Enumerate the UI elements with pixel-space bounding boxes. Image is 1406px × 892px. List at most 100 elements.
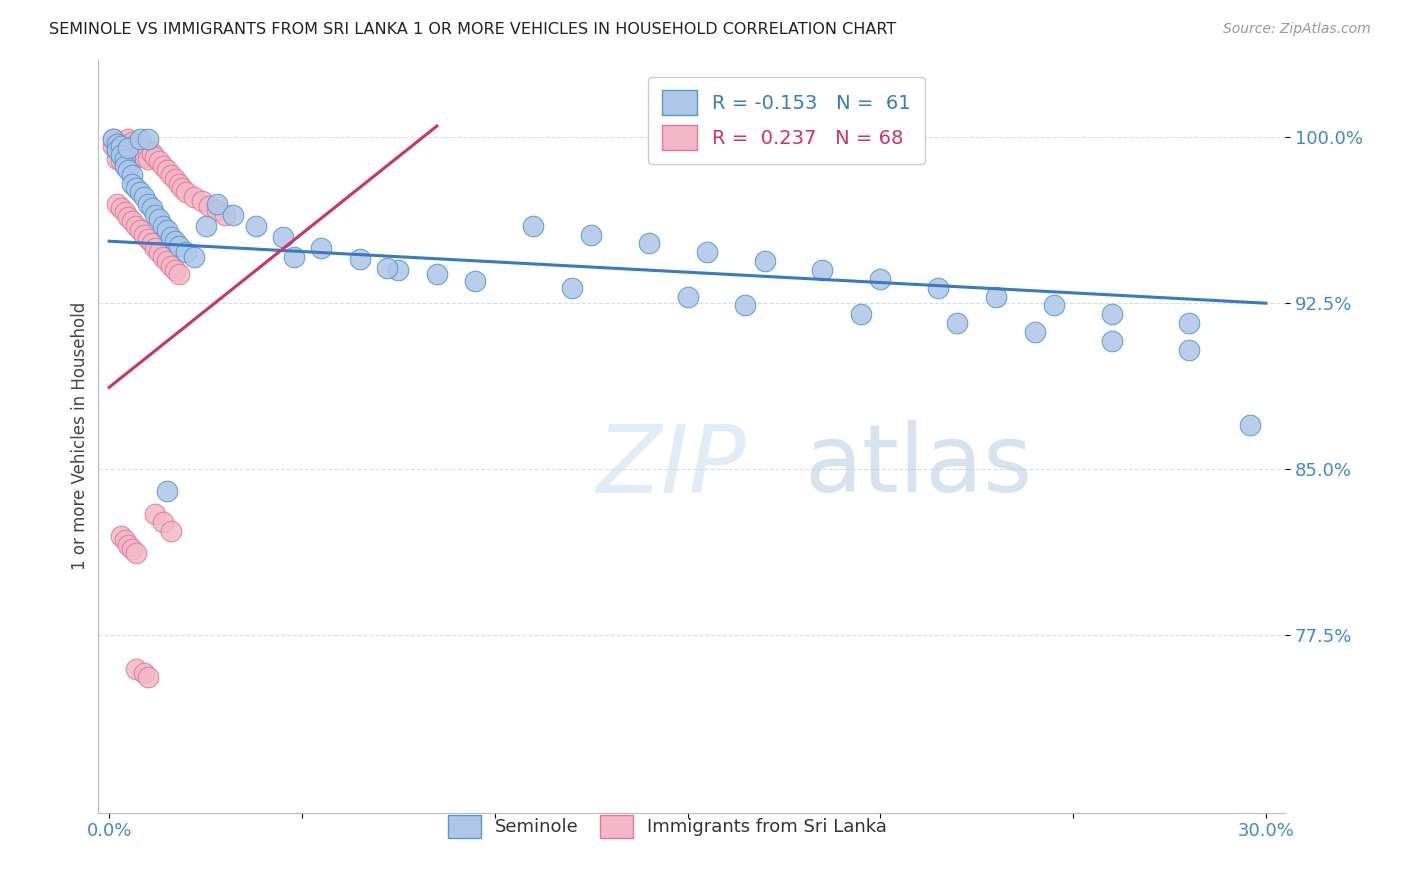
Point — [946, 316, 969, 330]
Text: ZIP: ZIP — [596, 421, 747, 512]
Point — [214, 208, 236, 222]
Point — [1024, 325, 1046, 339]
Point — [638, 236, 661, 251]
Point — [183, 250, 205, 264]
Point — [148, 212, 170, 227]
Point — [105, 144, 128, 158]
Point — [121, 135, 143, 149]
Point — [156, 223, 179, 237]
Point — [121, 214, 143, 228]
Point — [1177, 316, 1199, 330]
Point — [125, 662, 148, 676]
Point — [163, 172, 186, 186]
Point — [136, 671, 159, 685]
Point — [114, 205, 136, 219]
Point — [152, 516, 174, 530]
Point — [136, 132, 159, 146]
Point — [110, 154, 132, 169]
Point — [160, 524, 183, 539]
Point — [1177, 343, 1199, 357]
Point — [101, 132, 124, 146]
Point — [194, 219, 217, 233]
Point — [156, 163, 179, 178]
Point — [101, 132, 124, 146]
Point — [561, 281, 583, 295]
Point — [121, 153, 143, 167]
Point — [163, 263, 186, 277]
Point — [163, 234, 186, 248]
Point — [117, 141, 139, 155]
Point — [309, 241, 332, 255]
Point — [136, 144, 159, 158]
Point — [117, 538, 139, 552]
Point — [1101, 307, 1123, 321]
Point — [132, 150, 155, 164]
Point — [110, 529, 132, 543]
Point — [117, 132, 139, 146]
Point — [349, 252, 371, 266]
Point — [167, 268, 190, 282]
Point — [132, 227, 155, 242]
Point — [114, 148, 136, 162]
Point — [132, 141, 155, 155]
Point — [160, 168, 183, 182]
Point — [105, 136, 128, 151]
Point — [110, 201, 132, 215]
Point — [167, 238, 190, 252]
Point — [117, 163, 139, 178]
Point — [148, 154, 170, 169]
Point — [125, 145, 148, 160]
Point — [121, 542, 143, 557]
Point — [387, 263, 409, 277]
Text: Source: ZipAtlas.com: Source: ZipAtlas.com — [1223, 22, 1371, 37]
Point — [145, 208, 167, 222]
Point — [114, 157, 136, 171]
Point — [110, 145, 132, 160]
Point — [141, 145, 163, 160]
Point — [1101, 334, 1123, 348]
Point — [426, 268, 449, 282]
Point — [132, 190, 155, 204]
Point — [676, 289, 699, 303]
Point — [136, 196, 159, 211]
Point — [121, 168, 143, 182]
Point — [129, 148, 152, 162]
Point — [101, 139, 124, 153]
Point — [114, 159, 136, 173]
Point — [145, 507, 167, 521]
Point — [129, 186, 152, 200]
Point — [148, 245, 170, 260]
Point — [136, 232, 159, 246]
Point — [464, 274, 486, 288]
Point — [105, 153, 128, 167]
Point — [105, 135, 128, 149]
Point — [754, 254, 776, 268]
Point — [522, 219, 544, 233]
Point — [105, 144, 128, 158]
Point — [114, 139, 136, 153]
Point — [110, 139, 132, 153]
Point — [129, 139, 152, 153]
Point — [811, 263, 834, 277]
Point — [110, 136, 132, 151]
Point — [375, 260, 398, 275]
Point — [152, 250, 174, 264]
Point — [245, 219, 267, 233]
Point — [283, 250, 305, 264]
Point — [156, 254, 179, 268]
Legend: Seminole, Immigrants from Sri Lanka: Seminole, Immigrants from Sri Lanka — [441, 807, 894, 845]
Point — [145, 150, 167, 164]
Point — [110, 148, 132, 162]
Point — [105, 196, 128, 211]
Point — [271, 229, 294, 244]
Point — [205, 196, 228, 211]
Point — [205, 203, 228, 218]
Point — [190, 194, 212, 209]
Point — [927, 281, 949, 295]
Point — [1239, 417, 1261, 432]
Point — [125, 136, 148, 151]
Text: atlas: atlas — [804, 420, 1032, 512]
Point — [129, 132, 152, 146]
Point — [172, 181, 194, 195]
Point — [132, 666, 155, 681]
